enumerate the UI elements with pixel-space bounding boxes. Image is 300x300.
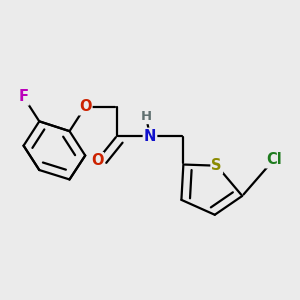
Text: S: S: [212, 158, 222, 173]
Text: O: O: [91, 153, 103, 168]
Text: F: F: [19, 89, 28, 104]
Text: O: O: [79, 99, 92, 114]
Text: Cl: Cl: [266, 152, 281, 167]
Text: H: H: [140, 110, 152, 123]
Text: N: N: [144, 129, 156, 144]
